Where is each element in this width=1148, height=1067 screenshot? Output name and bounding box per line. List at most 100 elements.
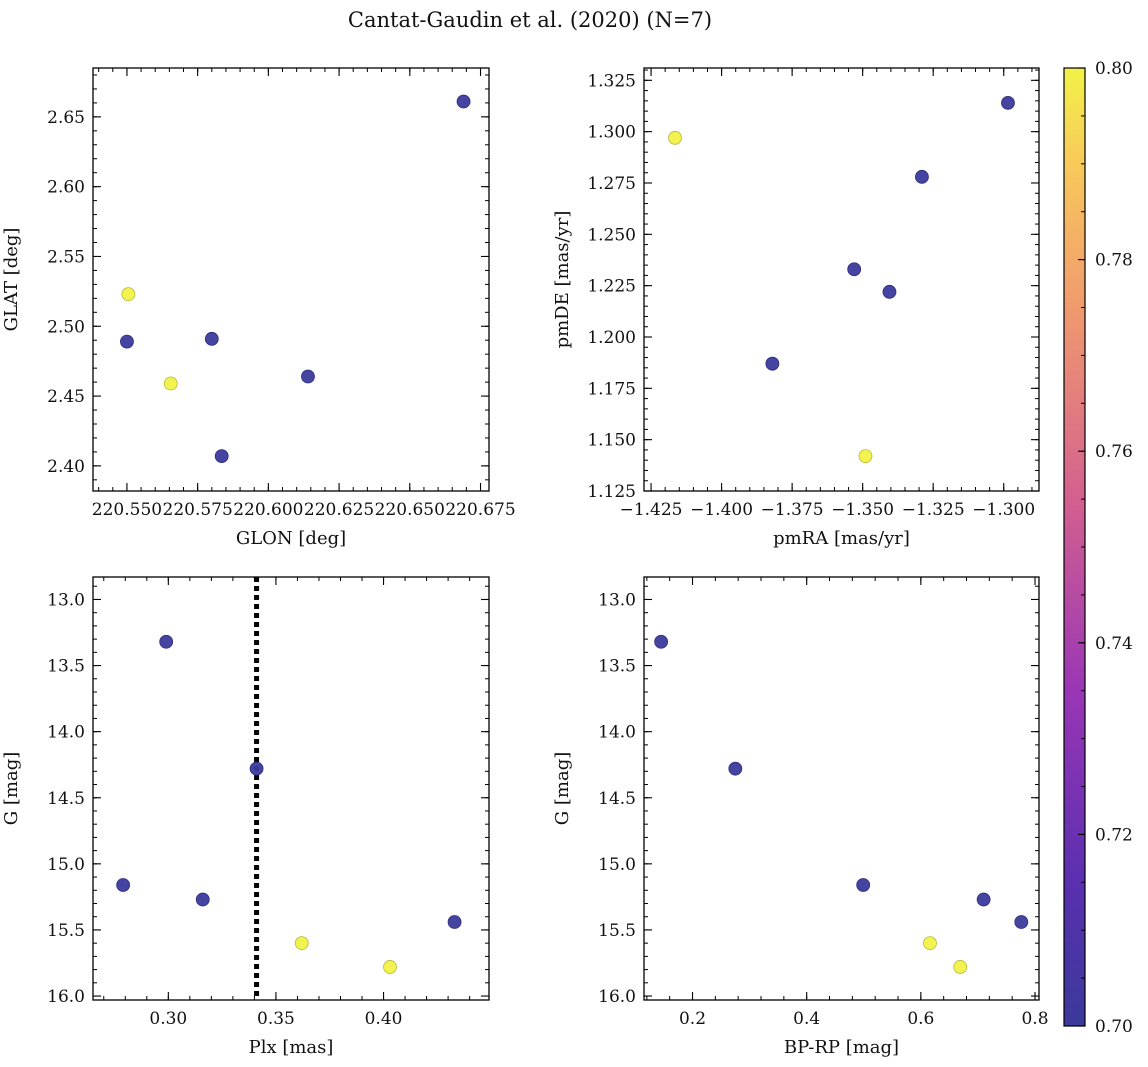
y-tick-label: 2.55 <box>47 247 85 267</box>
y-tick-label: 2.45 <box>47 387 85 407</box>
y-tick-label: 15.5 <box>598 921 636 941</box>
y-tick-label: 1.300 <box>587 123 636 143</box>
x-tick-label: 0.8 <box>1021 1009 1048 1029</box>
panel-2: −1.425 −1.400 −1.375 −1.350 −1.325 −1.300 1.12… <box>552 67 1040 549</box>
x-tick-label: 0.6 <box>907 1009 934 1029</box>
y-tick-label: 1.225 <box>587 277 636 297</box>
x-axis-label: BP-RP [mag] <box>784 1037 899 1058</box>
data-point <box>668 130 682 145</box>
y-tick-label: 1.200 <box>587 328 636 348</box>
x-tick-label: −1.375 <box>761 500 824 520</box>
data-point <box>765 356 780 371</box>
data-point <box>882 284 897 299</box>
y-tick-label: 13.5 <box>598 657 636 677</box>
x-tick-label: 220.575 <box>163 500 233 520</box>
y-tick-label: 14.5 <box>598 789 636 809</box>
colorbar-tick-label: 0.70 <box>1095 1017 1133 1037</box>
x-tick-label: −1.425 <box>620 500 683 520</box>
y-tick-label: 2.50 <box>47 317 85 337</box>
y-tick-label: 2.60 <box>47 178 85 198</box>
y-tick-label: 16.0 <box>598 987 636 1007</box>
x-tick-label: 0.2 <box>679 1009 706 1029</box>
panels: 220.550 220.575 220.600 220.625 220.650 220.6… <box>1 67 1049 1058</box>
plot-frame <box>643 576 1040 1001</box>
data-point <box>204 331 219 346</box>
data-point <box>856 878 871 892</box>
x-axis-label: Plx [mas] <box>249 1037 334 1058</box>
colorbar: 0.70 0.72 0.74 0.76 0.78 0.80 <box>1063 59 1133 1037</box>
y-tick-label: 14.0 <box>47 723 85 743</box>
data-point <box>728 761 743 776</box>
data-point <box>163 376 178 391</box>
panel-3: 0.30 0.35 0.40 13.0 13.5 14.0 14.5 15.0 15.5 16.0… <box>1 576 490 1058</box>
y-tick-label: 14.5 <box>47 789 85 809</box>
y-tick-label: 1.175 <box>587 379 636 399</box>
y-tick-label: 2.40 <box>47 457 85 477</box>
data-point <box>214 449 229 463</box>
data-point <box>121 287 136 302</box>
data-point <box>915 169 929 184</box>
y-axis-label: G [mag] <box>1 752 22 825</box>
y-tick-label: 1.150 <box>587 431 636 451</box>
plot-frame <box>92 576 490 1001</box>
x-tick-label: 220.625 <box>304 500 374 520</box>
plot-frame <box>643 67 1040 492</box>
data-point <box>120 334 134 349</box>
colorbar-tick-label: 0.74 <box>1095 634 1133 654</box>
y-tick-label: 13.5 <box>47 657 85 677</box>
y-tick-label: 1.325 <box>587 71 636 91</box>
data-point <box>294 936 309 951</box>
x-tick-label: 0.30 <box>149 1009 187 1029</box>
data-point <box>195 892 210 907</box>
panel-4: 0.2 0.4 0.6 0.8 13.0 13.5 14.0 14.5 15.0 15.5 16.0… <box>552 576 1049 1058</box>
y-tick-label: 16.0 <box>47 987 85 1007</box>
colorbar-tick-label: 0.80 <box>1095 59 1133 79</box>
y-tick-label: 15.0 <box>47 855 85 875</box>
data-point <box>456 94 471 109</box>
colorbar-tick-label: 0.76 <box>1095 442 1133 462</box>
colorbar-tick-label: 0.78 <box>1095 251 1133 271</box>
data-point <box>1001 96 1015 110</box>
x-tick-label: 0.40 <box>365 1009 403 1029</box>
colorbar-tick-label: 0.72 <box>1095 825 1133 845</box>
data-point <box>301 369 315 384</box>
data-point <box>249 761 264 776</box>
data-point <box>858 449 873 463</box>
x-tick-label: 220.550 <box>92 500 162 520</box>
data-point <box>976 892 991 907</box>
x-axis-label: GLON [deg] <box>236 528 346 549</box>
y-tick-label: 2.65 <box>47 108 85 128</box>
data-point <box>383 960 397 974</box>
x-tick-label: 220.650 <box>375 500 445 520</box>
panel-1: 220.550 220.575 220.600 220.625 220.650 220.6… <box>1 67 516 549</box>
data-point <box>654 634 669 649</box>
x-tick-label: 0.35 <box>257 1009 295 1029</box>
x-tick-label: 0.4 <box>793 1009 820 1029</box>
data-point <box>447 915 462 929</box>
data-point <box>159 634 174 649</box>
y-axis-label: GLAT [deg] <box>1 228 22 332</box>
y-tick-label: 1.125 <box>587 482 636 502</box>
data-point <box>923 936 937 951</box>
x-tick-label: −1.350 <box>831 500 894 520</box>
data-point <box>847 262 862 277</box>
x-tick-label: −1.300 <box>972 500 1035 520</box>
data-point <box>953 960 968 974</box>
y-axis-label: pmDE [mas/yr] <box>552 211 573 349</box>
figure-title: Cantat-Gaudin et al. (2020) (N=7) <box>348 8 712 32</box>
x-axis-label: pmRA [mas/yr] <box>773 528 910 549</box>
plot-frame <box>92 67 490 492</box>
data-point <box>1014 915 1029 929</box>
y-axis-label: G [mag] <box>552 752 573 825</box>
y-tick-label: 1.250 <box>587 225 636 245</box>
x-tick-label: −1.400 <box>690 500 753 520</box>
data-point <box>116 878 131 892</box>
x-tick-label: 220.675 <box>445 500 515 520</box>
y-tick-label: 14.0 <box>598 723 636 743</box>
y-tick-label: 1.275 <box>587 174 636 194</box>
y-tick-label: 13.0 <box>47 590 85 610</box>
y-tick-label: 15.5 <box>47 921 85 941</box>
x-tick-label: 220.600 <box>233 500 303 520</box>
y-tick-label: 15.0 <box>598 855 636 875</box>
